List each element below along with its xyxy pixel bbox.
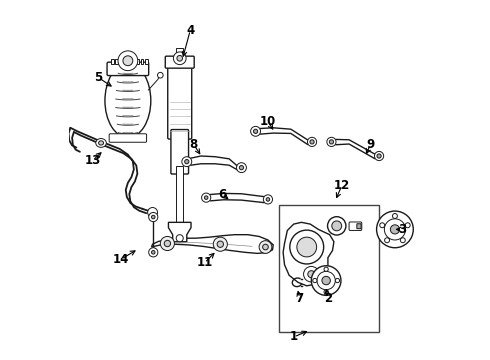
Bar <box>132 59 135 64</box>
Text: 5: 5 <box>95 71 103 84</box>
Circle shape <box>391 225 399 234</box>
Circle shape <box>324 267 328 271</box>
Bar <box>136 59 139 64</box>
Circle shape <box>253 129 258 134</box>
Circle shape <box>164 240 171 247</box>
Circle shape <box>213 237 227 251</box>
Circle shape <box>313 278 317 283</box>
Bar <box>128 59 131 64</box>
Circle shape <box>201 193 211 202</box>
Circle shape <box>385 238 390 243</box>
Text: 8: 8 <box>190 138 198 151</box>
Circle shape <box>377 154 381 158</box>
Circle shape <box>327 217 346 235</box>
Text: 3: 3 <box>398 223 406 236</box>
Circle shape <box>329 140 334 144</box>
Circle shape <box>374 152 384 161</box>
Circle shape <box>157 72 163 78</box>
FancyBboxPatch shape <box>171 130 189 174</box>
Circle shape <box>327 137 336 147</box>
Circle shape <box>377 211 413 248</box>
Circle shape <box>185 159 189 164</box>
Circle shape <box>290 230 324 264</box>
Circle shape <box>335 278 340 283</box>
Bar <box>145 59 147 64</box>
Ellipse shape <box>98 141 103 145</box>
Polygon shape <box>151 235 273 253</box>
Circle shape <box>148 212 158 222</box>
FancyBboxPatch shape <box>109 134 147 142</box>
Circle shape <box>317 271 335 290</box>
Circle shape <box>322 276 330 285</box>
Circle shape <box>160 237 174 251</box>
Circle shape <box>332 221 342 231</box>
Text: 1: 1 <box>290 330 298 343</box>
Text: 7: 7 <box>295 292 304 305</box>
Circle shape <box>304 266 319 282</box>
Circle shape <box>297 237 317 257</box>
Text: 13: 13 <box>84 154 101 167</box>
Text: 6: 6 <box>218 188 226 201</box>
Ellipse shape <box>96 139 106 147</box>
Circle shape <box>217 241 223 247</box>
Circle shape <box>123 56 133 66</box>
Circle shape <box>148 248 158 257</box>
Circle shape <box>239 166 244 170</box>
Text: 14: 14 <box>113 253 129 266</box>
Circle shape <box>177 55 183 61</box>
FancyBboxPatch shape <box>349 222 362 230</box>
Circle shape <box>266 198 270 201</box>
Circle shape <box>324 290 328 294</box>
Bar <box>176 166 183 222</box>
Circle shape <box>173 52 186 65</box>
Bar <box>111 59 114 64</box>
FancyBboxPatch shape <box>165 56 194 68</box>
Polygon shape <box>283 222 334 286</box>
Bar <box>176 48 183 57</box>
Circle shape <box>405 223 410 228</box>
Circle shape <box>384 219 406 240</box>
Circle shape <box>308 271 315 278</box>
Bar <box>141 59 144 64</box>
Circle shape <box>176 235 183 242</box>
Circle shape <box>118 51 138 71</box>
Circle shape <box>182 157 192 167</box>
Text: 12: 12 <box>334 179 350 192</box>
Circle shape <box>392 213 397 219</box>
FancyBboxPatch shape <box>107 62 148 76</box>
Circle shape <box>147 207 157 217</box>
FancyBboxPatch shape <box>168 66 192 139</box>
Circle shape <box>251 126 261 136</box>
Text: 2: 2 <box>324 292 332 305</box>
Circle shape <box>263 195 272 204</box>
Circle shape <box>151 215 155 219</box>
FancyBboxPatch shape <box>357 224 361 229</box>
Text: 9: 9 <box>366 138 374 151</box>
Bar <box>123 59 126 64</box>
Circle shape <box>311 266 341 295</box>
Polygon shape <box>169 222 191 242</box>
Circle shape <box>259 241 272 253</box>
Circle shape <box>307 137 317 147</box>
Circle shape <box>204 196 208 199</box>
Text: 11: 11 <box>196 256 213 269</box>
Circle shape <box>380 223 385 228</box>
Circle shape <box>151 251 155 254</box>
Bar <box>115 59 118 64</box>
Circle shape <box>400 238 405 243</box>
Circle shape <box>310 140 314 144</box>
Bar <box>120 59 122 64</box>
Circle shape <box>263 244 269 250</box>
Text: 4: 4 <box>186 23 195 37</box>
Bar <box>278 205 379 332</box>
Text: 10: 10 <box>260 115 276 128</box>
Circle shape <box>237 163 246 172</box>
Ellipse shape <box>105 64 151 138</box>
